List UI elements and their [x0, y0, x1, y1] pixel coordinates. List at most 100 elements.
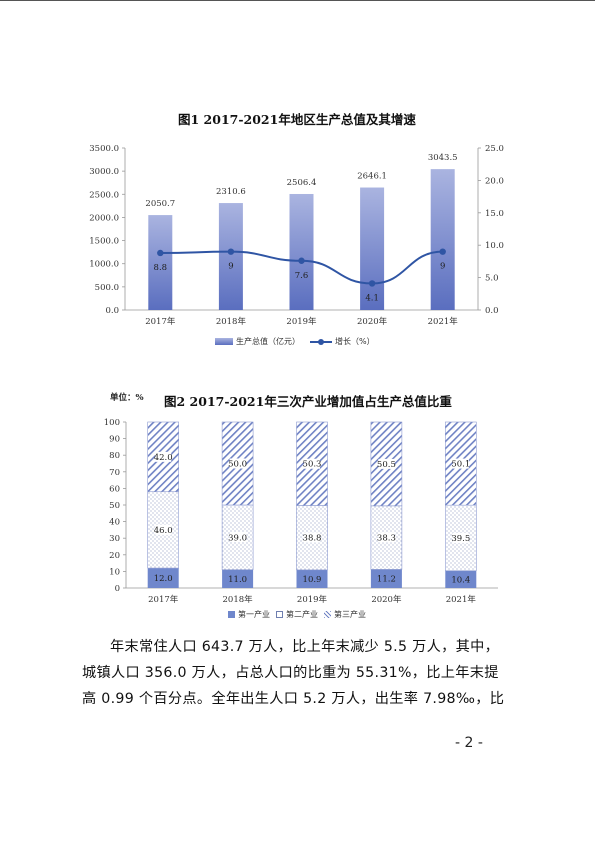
chart2-secondary-data-label: 39.0: [228, 533, 247, 543]
chart1-growth-point: [227, 248, 235, 255]
legend-primary-swatch: [228, 611, 235, 618]
chart2-label-background: [452, 532, 469, 543]
legend-primary-label: 第一产业: [238, 610, 270, 619]
chart2-label-background: [155, 524, 172, 535]
chart1-gdp-bar: [360, 187, 385, 310]
chart2-y-tick-label: 10: [109, 567, 120, 577]
chart1-y-left-tick-label: 3500.0: [89, 144, 119, 154]
chart2-tertiary-data-label: 42.0: [154, 453, 173, 463]
chart1-y-right-tick-label: 5.0: [485, 274, 499, 284]
chart1-growth-line: [160, 250, 443, 285]
legend-secondary-label: 第二产业: [286, 610, 318, 619]
chart2-x-tick-label: 2020年: [371, 594, 402, 605]
chart2-label-background: [378, 458, 395, 469]
chart2-y-tick-label: 50: [109, 501, 120, 511]
chart1-growth-point: [368, 280, 376, 287]
chart1-y-left-tick-label: 0.0: [105, 306, 119, 316]
chart1-growth-data-label: 9: [228, 262, 233, 272]
chart2-y-tick-label: 30: [109, 534, 120, 544]
chart2-secondary-data-label: 46.0: [154, 526, 173, 536]
chart2-label-background: [304, 458, 320, 469]
chart1-growth-data-label: 9: [440, 262, 445, 272]
chart1-y-right-tick-label: 10.0: [485, 241, 504, 251]
chart2-x-tick-label: 2021年: [446, 594, 477, 605]
legend-tertiary-label: 第三产业: [334, 610, 366, 619]
chart2-y-tick-label: 90: [109, 435, 120, 445]
chart2-x-tick-label: 2019年: [297, 594, 328, 605]
chart2-label-background: [378, 532, 395, 543]
body-paragraph: 年末常住人口 643.7 万人，比上年末减少 5.5 万人，其中， 城镇人口 3…: [82, 634, 522, 712]
chart2-tertiary-segment: [296, 421, 328, 506]
chart1-y-left-tick-label: 2000.0: [89, 213, 119, 223]
chart2-y-tick-label: 40: [109, 518, 120, 528]
chart2-x-tick-label: 2017年: [148, 594, 179, 605]
paragraph-line: 城镇人口 356.0 万人，占总人口的比重为 55.31%，比上年末提: [82, 665, 499, 681]
chart1-figure: 0.0 500.0 1000.0 1500.0 2000.0 2500.0 3000.0 35…: [89, 144, 504, 327]
chart2-y-tick-label: 0: [115, 584, 120, 594]
chart1-y-right-tick-label: 0.0: [485, 306, 499, 316]
chart1-y-left-tick-label: 1000.0: [89, 260, 119, 270]
chart2-legend: 第一产业 第二产业 第三产业: [228, 609, 366, 620]
chart2-label-background: [155, 451, 172, 462]
chart2-tertiary-data-label: 50.5: [377, 460, 396, 470]
chart1-growth-data-label: 4.1: [365, 293, 379, 303]
chart1-y-left-tick-label: 3000.0: [89, 167, 119, 177]
legend-line-swatch: [310, 338, 332, 345]
chart1-gdp-data-label: 2050.7: [145, 199, 175, 209]
paragraph-line: 高 0.99 个百分点。全年出生人口 5.2 万人，出生率 7.98‰，比: [82, 691, 505, 707]
chart2-primary-data-label: 10.4: [451, 575, 470, 585]
page-number: - 2 -: [455, 735, 483, 751]
legend-bar-label: 生产总值（亿元）: [236, 337, 300, 346]
legend-line-label: 增长（%）: [335, 337, 375, 346]
chart1-x-tick-label: 2017年: [145, 316, 176, 327]
chart2-secondary-data-label: 39.5: [451, 534, 470, 544]
paragraph-line: 年末常住人口 643.7 万人，比上年末减少 5.5 万人，其中，: [110, 639, 500, 655]
chart2-primary-segment: [370, 569, 402, 588]
chart2-tertiary-data-label: 50.1: [451, 460, 470, 470]
chart1-gdp-data-label: 2310.6: [216, 187, 246, 197]
chart1-gdp-data-label: 2506.4: [287, 178, 317, 188]
chart1-x-tick-label: 2020年: [357, 316, 388, 327]
chart2-y-tick-label: 70: [109, 468, 120, 478]
chart1-y-right-tick-label: 15.0: [485, 209, 504, 219]
chart2-y-tick-label: 80: [109, 451, 120, 461]
legend-tertiary-swatch: [324, 611, 331, 618]
top-rule: [0, 0, 595, 1]
chart1-y-right-tick-label: 25.0: [485, 144, 504, 154]
chart1-gdp-bar: [148, 215, 173, 310]
legend-bar-swatch: [215, 338, 233, 345]
chart1-legend: 生产总值（亿元） 增长（%）: [215, 336, 375, 347]
chart1-x-tick-label: 2018年: [216, 316, 247, 327]
chart2-primary-data-label: 11.0: [228, 575, 247, 585]
chart1-x-tick-label: 2019年: [286, 316, 317, 327]
chart2-unit-label: 单位：%: [110, 393, 144, 403]
chart1-growth-point: [157, 249, 164, 257]
chart2-figure: 0 10 20 30 40 50 60 70 80 90 100 2017年 2018年 2019年 202…: [104, 418, 498, 605]
chart1-gdp-bar: [430, 169, 455, 310]
chart2-tertiary-data-label: 50.0: [228, 460, 247, 470]
chart1-y-left-tick-label: 1500.0: [89, 237, 119, 247]
chart1-x-tick-label: 2021年: [428, 316, 459, 327]
chart2-label-background: [229, 458, 246, 469]
chart1-gdp-data-label: 2646.1: [357, 172, 387, 182]
chart2-y-tick-label: 100: [104, 418, 120, 428]
chart2-y-tick-label: 60: [109, 484, 120, 494]
chart2-primary-data-label: 11.2: [377, 575, 396, 585]
chart1-y-right-tick-label: 20.0: [485, 176, 504, 186]
chart1-growth-data-label: 8.8: [154, 263, 168, 273]
chart2-primary-segment: [222, 569, 254, 588]
chart2-y-tick-label: 20: [109, 551, 120, 561]
chart2-primary-segment: [296, 569, 328, 588]
chart2-primary-data-label: 12.0: [154, 574, 173, 584]
chart1-y-left-tick-label: 2500.0: [89, 190, 119, 200]
chart1-title: 图1 2017-2021年地区生产总值及其增速: [178, 112, 416, 127]
chart2-label-background: [229, 532, 246, 543]
chart1-gdp-bar: [289, 193, 314, 310]
chart2-secondary-data-label: 38.8: [303, 534, 322, 544]
chart2-title: 图2 2017-2021年三次产业增加值占生产总值比重: [164, 394, 452, 409]
chart2-label-background: [452, 458, 469, 469]
chart1-growth-data-label: 7.6: [295, 271, 309, 281]
chart1-growth-point: [298, 257, 305, 264]
chart2-primary-segment: [445, 570, 477, 588]
